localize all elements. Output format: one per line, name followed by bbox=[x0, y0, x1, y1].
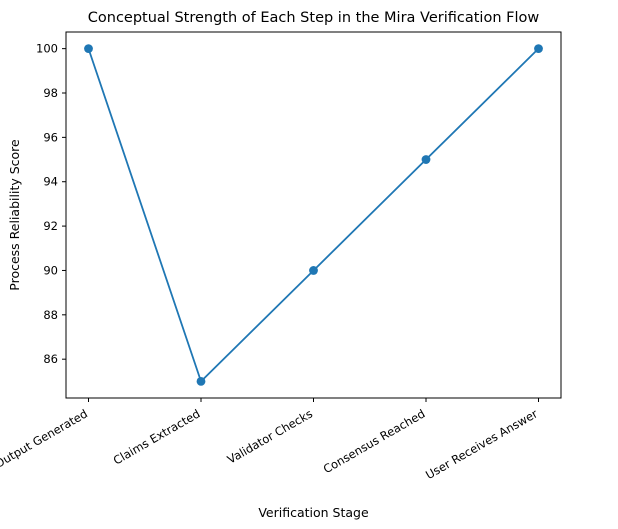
y-tick-label: 100 bbox=[36, 42, 58, 56]
y-tick-label: 94 bbox=[43, 175, 58, 189]
x-tick-label: Claims Extracted bbox=[111, 406, 203, 467]
data-point bbox=[534, 44, 543, 54]
y-tick-label: 86 bbox=[43, 352, 58, 366]
x-tick-label: AI Output Generated bbox=[0, 406, 90, 478]
chart-title: Conceptual Strength of Each Step in the … bbox=[88, 10, 540, 26]
y-tick-label: 98 bbox=[43, 86, 58, 100]
y-tick-label: 96 bbox=[43, 130, 58, 144]
data-point bbox=[421, 155, 431, 164]
axes: 86 88 90 92 94 96 98 100 AI Output Generated Clai… bbox=[0, 31, 562, 482]
x-axis-label: Verification Stage bbox=[258, 505, 369, 520]
y-tick-label: 88 bbox=[43, 308, 58, 322]
data-point bbox=[196, 376, 206, 386]
y-tick-label: 90 bbox=[43, 263, 58, 277]
x-tick-label: Validator Checks bbox=[225, 406, 315, 466]
data-point bbox=[84, 44, 93, 54]
x-tick-label: Consensus Reached bbox=[321, 406, 428, 476]
x-tick-label: User Receives Answer bbox=[423, 406, 540, 482]
data-point bbox=[309, 266, 318, 275]
plot-area bbox=[84, 44, 543, 386]
y-axis-label: Process Reliability Score bbox=[7, 139, 22, 291]
plot-frame bbox=[65, 31, 562, 399]
y-tick-label: 92 bbox=[43, 219, 58, 233]
series-line bbox=[87, 47, 540, 383]
